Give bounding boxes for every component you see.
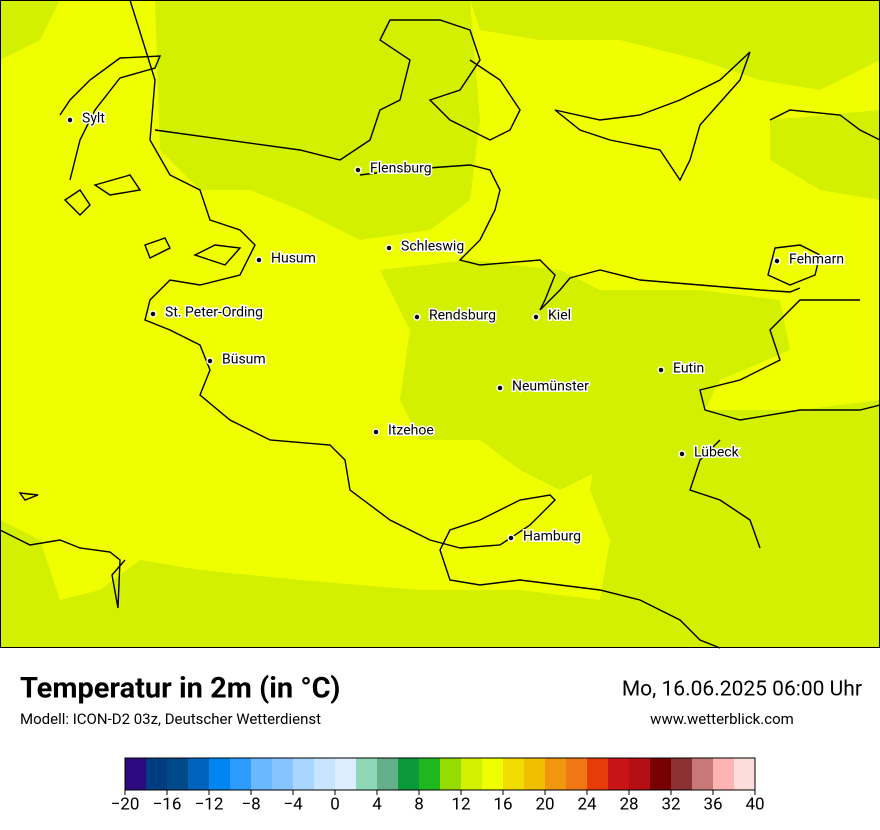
color-segment — [335, 758, 357, 790]
map: Sylt Flensburg Schleswig Husum St. Peter-Ord… — [0, 0, 880, 649]
city-dot — [413, 313, 421, 321]
city-label: Hamburg — [523, 529, 581, 545]
color-segment — [713, 758, 735, 790]
title: Temperatur in 2m (in °C) — [20, 672, 340, 706]
tick-label: −12 — [195, 794, 224, 814]
color-segment — [356, 758, 378, 790]
city-dot — [773, 257, 781, 265]
tick-label: −20 — [111, 794, 140, 814]
color-segment — [503, 758, 525, 790]
city-dot — [354, 166, 362, 174]
city-label: Rendsburg — [429, 308, 496, 324]
color-segment — [167, 758, 189, 790]
color-segment — [251, 758, 273, 790]
city-dot — [206, 357, 214, 365]
tick-label: −16 — [153, 794, 182, 814]
tick-label: 0 — [330, 794, 340, 814]
city-label: Schleswig — [401, 239, 464, 255]
tick-label: 8 — [414, 794, 424, 814]
color-segment — [146, 758, 168, 790]
city-label: Sylt — [82, 111, 105, 127]
city-label: Eutin — [673, 361, 704, 377]
color-segment — [440, 758, 462, 790]
tick-label: −8 — [241, 794, 260, 814]
city-dot — [657, 366, 665, 374]
color-segment — [272, 758, 294, 790]
color-segment — [608, 758, 630, 790]
temperature-regions — [0, 0, 880, 648]
cities: Sylt Flensburg Schleswig Husum St. Peter-Ord… — [66, 109, 846, 546]
colorbar: −20 −16 −12 −8 −4 0 4 8 12 16 20 24 28 32 36 40 — [111, 757, 765, 814]
city-dot — [385, 244, 393, 252]
city-dot — [678, 450, 686, 458]
color-segment — [398, 758, 420, 790]
color-segment — [587, 758, 609, 790]
colorbar-border — [124, 757, 756, 791]
color-segment — [482, 758, 504, 790]
city-label: Lübeck — [694, 445, 740, 461]
city-label: Itzehoe — [388, 423, 434, 439]
city-label: Neumünster — [512, 379, 589, 395]
city-dot — [532, 313, 540, 321]
color-segment — [671, 758, 693, 790]
city-label: Flensburg — [370, 161, 432, 177]
city-dot — [149, 310, 157, 318]
color-segment — [545, 758, 567, 790]
coastlines — [0, 0, 880, 649]
tick-label: 28 — [619, 794, 638, 814]
city-dot — [507, 534, 515, 542]
city-dot — [496, 384, 504, 392]
color-segment — [461, 758, 483, 790]
tick-label: 20 — [535, 794, 554, 814]
tick-label: 32 — [661, 794, 680, 814]
city-dot — [372, 428, 380, 436]
tick-label: 40 — [745, 794, 764, 814]
datetime: Mo, 16.06.2025 06:00 Uhr — [622, 678, 862, 702]
website: www.wetterblick.com — [650, 710, 794, 728]
tick-label: 16 — [493, 794, 512, 814]
city-label: Kiel — [548, 308, 571, 324]
tick-label: −4 — [283, 794, 303, 814]
color-segment — [209, 758, 231, 790]
model-info: Modell: ICON-D2 03z, Deutscher Wetterdie… — [20, 710, 321, 728]
tick-label: 36 — [703, 794, 722, 814]
color-segment — [125, 758, 147, 790]
city-label: Büsum — [222, 352, 266, 368]
color-segment — [377, 758, 399, 790]
city-dot — [66, 116, 74, 124]
color-segment — [629, 758, 651, 790]
color-segment — [566, 758, 588, 790]
color-segment — [692, 758, 714, 790]
tick-label: 12 — [451, 794, 470, 814]
color-segment — [293, 758, 315, 790]
city-label: Fehmarn — [789, 252, 844, 268]
color-segment — [230, 758, 252, 790]
color-segment — [524, 758, 546, 790]
city-label: St. Peter-Ording — [165, 305, 263, 321]
color-segment — [188, 758, 210, 790]
color-segment — [314, 758, 336, 790]
tick-label: 24 — [577, 794, 597, 814]
color-segment — [734, 758, 756, 790]
color-segment — [419, 758, 441, 790]
city-label: Husum — [271, 251, 316, 267]
city-dot — [255, 256, 263, 264]
color-segment — [650, 758, 672, 790]
tick-label: 4 — [372, 794, 382, 814]
